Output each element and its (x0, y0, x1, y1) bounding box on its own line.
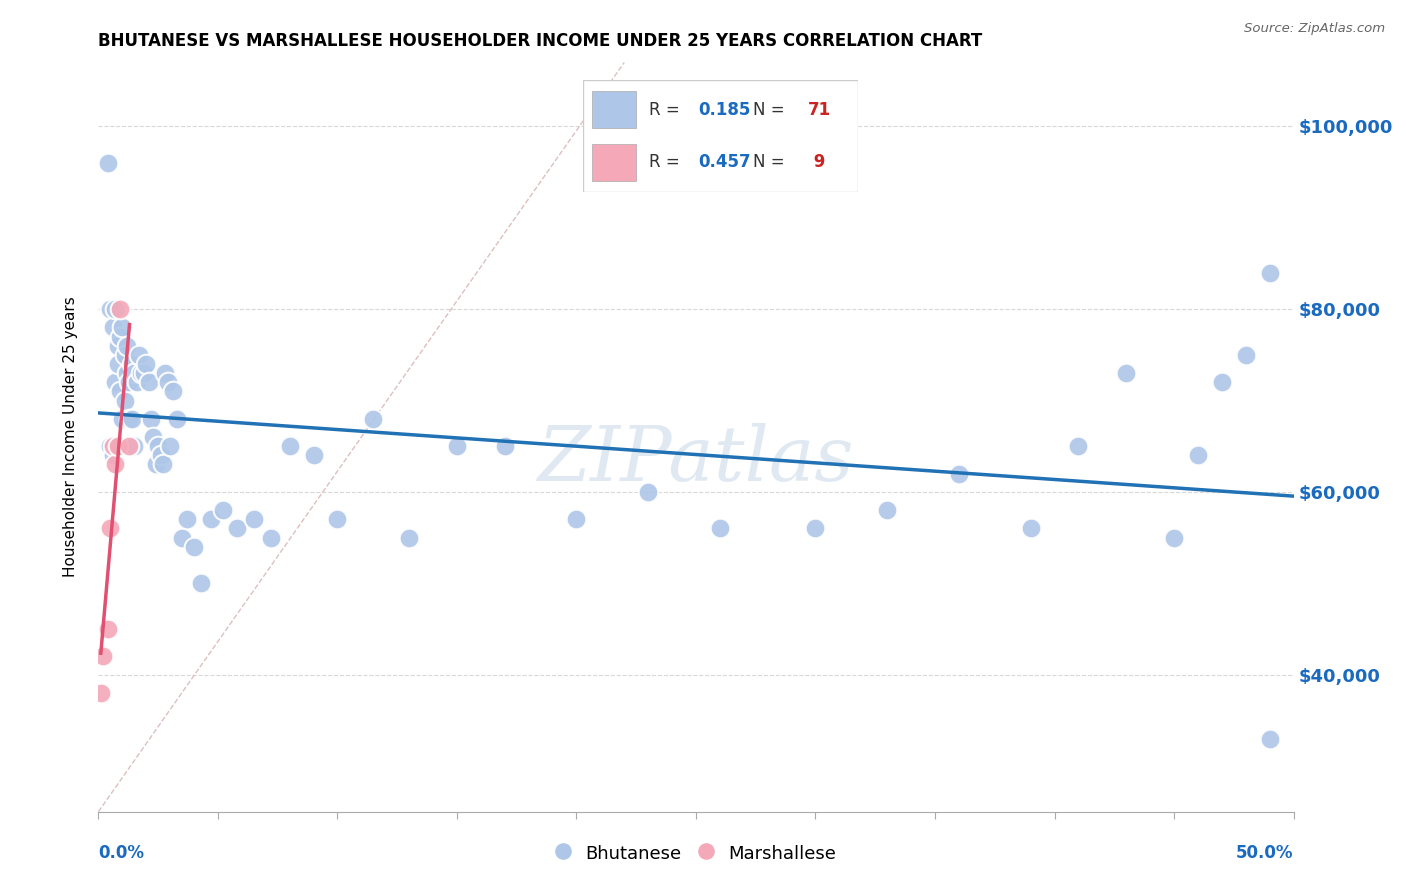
Point (114, 348, 136, 362)
Point (128, 348, 150, 362)
Point (131, 366, 153, 380)
Point (149, 448, 172, 462)
Text: 50.0%: 50.0% (1236, 844, 1294, 862)
Point (709, 521, 731, 535)
Point (104, 376, 127, 390)
Point (118, 439, 141, 453)
Point (1187, 448, 1209, 462)
Point (118, 376, 141, 390)
Point (107, 357, 129, 371)
Point (108, 329, 131, 343)
FancyBboxPatch shape (583, 80, 858, 192)
Point (111, 320, 134, 334)
Point (159, 439, 181, 453)
Point (101, 448, 124, 462)
Text: 0.457: 0.457 (699, 153, 751, 171)
Legend: Bhutanese, Marshallese: Bhutanese, Marshallese (548, 837, 844, 870)
Point (98, 302, 122, 317)
Point (132, 366, 155, 380)
Point (104, 458, 127, 472)
Point (494, 439, 516, 453)
Point (124, 366, 146, 380)
Point (124, 439, 146, 453)
Point (98, 439, 122, 453)
Point (1258, 731, 1281, 746)
Point (211, 503, 233, 517)
Point (1211, 376, 1233, 390)
Point (97, 622, 120, 636)
Text: ZIPatlas: ZIPatlas (537, 423, 855, 497)
Point (278, 439, 301, 453)
Point (398, 531, 420, 545)
Y-axis label: Householder Income Under 25 years: Householder Income Under 25 years (63, 297, 77, 577)
Text: 0.185: 0.185 (699, 101, 751, 119)
FancyBboxPatch shape (592, 91, 636, 128)
Point (259, 531, 281, 545)
Point (101, 439, 124, 453)
Point (142, 430, 165, 444)
Point (637, 484, 659, 499)
Point (98, 521, 122, 535)
Point (138, 376, 160, 390)
Point (111, 412, 134, 426)
Point (243, 512, 266, 526)
Text: BHUTANESE VS MARSHALLESE HOUSEHOLDER INCOME UNDER 25 YEARS CORRELATION CHART: BHUTANESE VS MARSHALLESE HOUSEHOLDER INC… (98, 32, 983, 50)
Point (1019, 521, 1042, 535)
Point (121, 412, 143, 426)
Point (115, 339, 138, 353)
Point (114, 393, 136, 408)
Point (91, 649, 114, 664)
Point (90, 686, 112, 700)
Text: 71: 71 (808, 101, 831, 119)
Point (104, 302, 127, 317)
Point (183, 540, 205, 554)
Point (565, 512, 588, 526)
Point (1258, 266, 1281, 280)
Text: 0.0%: 0.0% (98, 844, 145, 862)
Point (115, 366, 138, 380)
Point (226, 521, 249, 535)
Point (1163, 531, 1185, 545)
Point (200, 512, 222, 526)
Point (1234, 348, 1257, 362)
Point (804, 521, 827, 535)
Text: N =: N = (754, 153, 790, 171)
Point (118, 412, 141, 426)
Point (1067, 439, 1090, 453)
Point (326, 512, 349, 526)
Text: R =: R = (650, 101, 685, 119)
Point (97, 156, 120, 170)
Point (363, 412, 385, 426)
Point (139, 412, 162, 426)
Point (190, 576, 212, 591)
Point (125, 376, 148, 390)
Point (1115, 366, 1137, 380)
Point (108, 302, 131, 317)
Point (302, 448, 325, 462)
Point (108, 384, 131, 399)
Point (172, 531, 194, 545)
Point (101, 320, 124, 334)
Point (107, 339, 129, 353)
Text: R =: R = (650, 153, 685, 171)
Point (135, 357, 157, 371)
Point (155, 366, 177, 380)
Point (446, 439, 468, 453)
Text: 9: 9 (808, 153, 825, 171)
Point (948, 467, 970, 481)
Point (107, 439, 129, 453)
Point (176, 512, 198, 526)
Point (156, 376, 179, 390)
Point (121, 357, 143, 371)
FancyBboxPatch shape (592, 144, 636, 180)
Point (148, 439, 170, 453)
Point (166, 412, 188, 426)
Point (162, 384, 184, 399)
Point (876, 503, 898, 517)
Text: Source: ZipAtlas.com: Source: ZipAtlas.com (1244, 22, 1385, 36)
Point (145, 458, 167, 472)
Point (152, 458, 174, 472)
Text: N =: N = (754, 101, 790, 119)
